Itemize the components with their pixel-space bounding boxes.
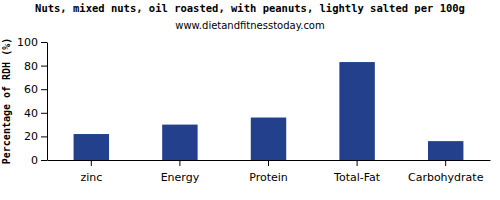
bar <box>428 141 463 160</box>
y-tick-mark <box>41 42 47 43</box>
y-tick: 60 <box>24 83 47 96</box>
title: Nuts, mixed nuts, oil roasted, with pean… <box>35 2 465 14</box>
y-tick: 20 <box>24 130 47 143</box>
x-tick-label: zinc <box>80 171 102 184</box>
plot: 0 20 40 60 80 100 zinc Energy Protein Total-Fat Ca… <box>17 36 491 184</box>
y-tick-label: 20 <box>24 130 38 143</box>
y-tick: 80 <box>24 60 47 73</box>
y-tick-label: 0 <box>31 154 38 167</box>
x-tick: Total-Fat <box>333 160 381 184</box>
x-tick-label: Energy <box>161 171 200 184</box>
y-tick-mark <box>41 113 47 114</box>
subtitle: www.dietandfitnesstoday.com <box>175 20 324 31</box>
y-tick-mark <box>41 136 47 137</box>
bar <box>339 62 374 160</box>
x-tick: Energy <box>161 160 200 184</box>
x-tick-mark <box>91 160 92 166</box>
x-tick-mark <box>179 160 180 166</box>
y-tick-label: 40 <box>24 107 38 120</box>
y-tick-mark <box>41 160 47 161</box>
y-axis-line <box>47 43 48 161</box>
x-tick: Carbohydrate <box>408 160 484 184</box>
y-tick: 100 <box>17 36 47 49</box>
y-axis-title: Percentage of RDH (%) <box>1 38 12 164</box>
x-tick-label: Protein <box>249 171 288 184</box>
bars <box>74 62 464 160</box>
y-tick-label: 80 <box>24 60 38 73</box>
bar <box>251 118 286 160</box>
y-tick-label: 60 <box>24 83 38 96</box>
y-tick: 40 <box>24 107 47 120</box>
x-tick-label: Total-Fat <box>333 171 381 184</box>
x-tick-mark <box>445 160 446 166</box>
bar <box>162 125 197 160</box>
y-tick-mark <box>41 66 47 67</box>
x-tick-mark <box>268 160 269 166</box>
chart: Nuts, mixed nuts, oil roasted, with pean… <box>0 0 500 200</box>
x-tick: Protein <box>249 160 288 184</box>
y-tick: 0 <box>31 154 47 167</box>
x-tick-mark <box>357 160 358 166</box>
bar <box>74 134 109 160</box>
y-tick-mark <box>41 89 47 90</box>
x-axis: zinc Energy Protein Total-Fat Carbohydrate <box>48 160 491 184</box>
y-tick-label: 100 <box>17 36 38 49</box>
x-tick: zinc <box>80 160 102 184</box>
y-axis: 0 20 40 60 80 100 <box>17 36 48 167</box>
x-tick-label: Carbohydrate <box>408 171 484 184</box>
